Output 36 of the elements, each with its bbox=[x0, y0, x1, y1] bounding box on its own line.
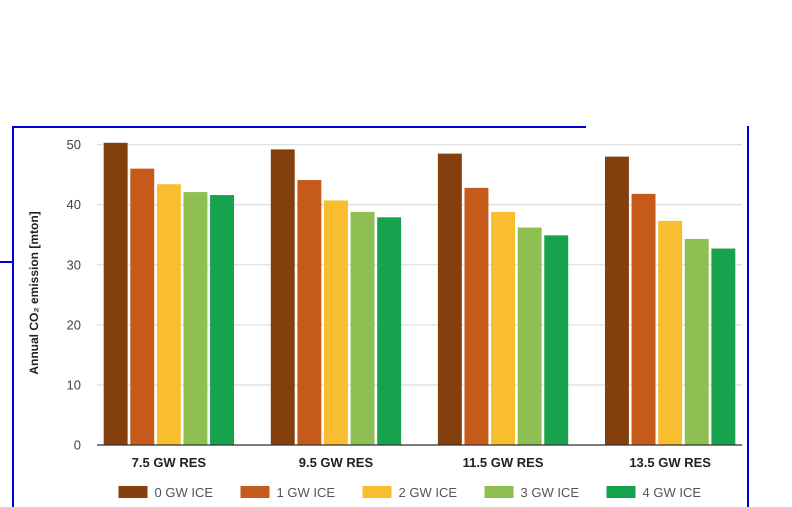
bar bbox=[104, 142, 128, 445]
x-tick-label: 7.5 GW RES bbox=[132, 455, 206, 470]
bar bbox=[658, 220, 682, 445]
bar bbox=[544, 235, 568, 445]
bar bbox=[156, 184, 181, 445]
bar bbox=[604, 156, 629, 445]
bar bbox=[297, 180, 322, 445]
bar bbox=[684, 238, 709, 445]
bar bbox=[438, 154, 462, 445]
y-tick-label: 30 bbox=[66, 257, 81, 272]
bar bbox=[377, 217, 402, 445]
y-tick-label: 20 bbox=[66, 317, 81, 332]
legend-label: 0 GW ICE bbox=[154, 485, 214, 500]
y-axis-title: Annual CO₂ emission [mton] bbox=[27, 211, 41, 375]
legend-label: 3 GW ICE bbox=[520, 485, 580, 500]
bar bbox=[711, 248, 736, 445]
x-tick-label: 13.5 GW RES bbox=[629, 455, 712, 470]
legend-label: 1 GW ICE bbox=[276, 485, 336, 500]
bar bbox=[632, 194, 656, 445]
bar bbox=[518, 228, 542, 445]
y-tick-label: 50 bbox=[66, 137, 81, 152]
y-tick-label: 40 bbox=[66, 197, 81, 212]
bar bbox=[130, 168, 154, 445]
bar bbox=[491, 212, 516, 445]
y-tick-label: 10 bbox=[66, 377, 81, 392]
x-tick-label: 9.5 GW RES bbox=[298, 455, 374, 470]
bar bbox=[464, 188, 488, 445]
legend-label: 2 GW ICE bbox=[398, 485, 458, 500]
bar bbox=[270, 149, 295, 445]
bar bbox=[183, 192, 208, 445]
bar bbox=[324, 200, 348, 445]
bar bbox=[350, 212, 375, 445]
legend-label: 4 GW ICE bbox=[642, 485, 702, 500]
y-tick-label: 0 bbox=[74, 438, 81, 453]
bar bbox=[210, 195, 234, 445]
x-tick-label: 11.5 GW RES bbox=[462, 455, 544, 470]
